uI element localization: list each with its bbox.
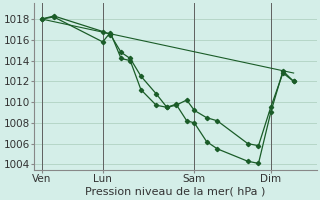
X-axis label: Pression niveau de la mer( hPa ): Pression niveau de la mer( hPa ): [85, 187, 266, 197]
